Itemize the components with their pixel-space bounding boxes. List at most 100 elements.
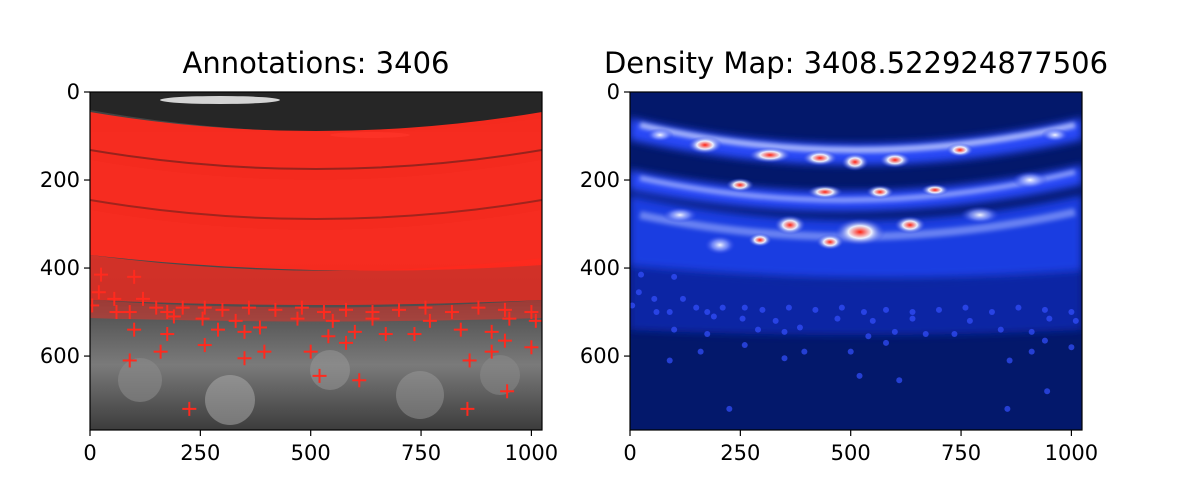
density-panel-title: Density Map: 3408.522924877506 [604,46,1108,80]
annotation-marker [122,305,137,320]
annotation-axes-frame [89,91,543,431]
annotation-marker [347,324,362,339]
y-tick-label: 400 [580,256,620,280]
x-tick-label: 250 [720,441,760,465]
annotation-marker [237,324,252,339]
annotation-marker [182,401,197,416]
annotation-marker [471,300,486,315]
x-tick-label: 1000 [505,441,558,465]
density-dot [785,304,792,311]
density-dot [869,317,876,324]
density-dot [865,333,872,340]
annotation-marker [352,373,367,388]
density-dot [1028,348,1035,355]
annotation-marker [160,327,175,342]
density-dot [909,315,916,322]
annotation-marker [378,327,393,342]
density-dot [630,302,636,309]
density-dot [697,348,704,355]
annotation-marker [215,302,230,317]
annotation-marker [484,324,499,339]
density-dot [891,328,898,335]
crowd-photo [90,92,542,430]
x-tick-label: 750 [401,441,441,465]
annotation-marker [109,305,124,320]
density-dot [635,289,642,296]
density-dot [1068,309,1075,316]
density-dots [630,271,1079,412]
annotation-marker [484,344,499,359]
y-tick-label: 600 [580,344,620,368]
density-dot [812,306,819,313]
annotation-marker [90,298,100,313]
density-dot [860,309,867,316]
density-dot [909,309,916,316]
density-dot [883,306,890,313]
annotation-marker [460,401,475,416]
density-dot [1041,306,1048,313]
density-dot [693,304,700,311]
annotation-marker [524,305,539,320]
density-dot [781,328,788,335]
y-tick-label: 0 [67,80,80,104]
annotation-marker [228,313,243,328]
annotation-marker [453,322,468,337]
density-dot [653,309,660,316]
annotation-marker [391,302,406,317]
annotation-marker [502,311,517,326]
annotation-marker [135,291,150,306]
annotation-marker [462,353,477,368]
annotation-marker [444,305,459,320]
annotation-marker [418,300,433,315]
annotation-marker [195,311,210,326]
annotation-marker [175,300,190,315]
annotation-marker [197,300,212,315]
annotation-marker [91,285,106,300]
density-dot [666,357,673,364]
density-dot [1015,304,1022,311]
annotation-marker [422,313,437,328]
annotation-marker [127,322,142,337]
annotation-marker [339,302,354,317]
density-dot [759,306,766,313]
annotation-marker [252,320,267,335]
density-dot [883,339,890,346]
annotation-marker [122,353,137,368]
density-dot [704,331,711,338]
annotation-marker [303,344,318,359]
density-dot [671,326,678,333]
annotation-marker [127,269,142,284]
annotation-marker [497,333,512,348]
annotation-marker [197,338,212,353]
annotation-marker [94,267,109,282]
annotation-marker [211,322,226,337]
x-tick-label: 750 [941,441,981,465]
density-dot [962,304,969,311]
annotation-marker [312,368,327,383]
density-dot [801,348,808,355]
density-dot [951,331,958,338]
density-dot [772,317,779,324]
density-dot [710,313,717,320]
density-dot [935,306,942,313]
density-panel: Density Map: 3408.522924877506 [580,46,1108,465]
y-tick-label: 600 [40,344,80,368]
density-dot [1068,344,1075,351]
density-dot [838,304,845,311]
density-dot [651,295,658,302]
density-dot [1046,315,1053,322]
density-dot [834,315,841,322]
density-dot [741,304,748,311]
y-tick-label: 400 [40,256,80,280]
annotation-markers [90,267,542,416]
annotation-marker [149,300,164,315]
density-dot [671,273,678,280]
x-tick-label: 500 [291,441,331,465]
density-dot [719,304,726,311]
annotation-marker [524,340,539,355]
density-dot [755,326,762,333]
density-dot [997,326,1004,333]
annotation-marker [407,327,422,342]
density-dot [704,309,711,316]
